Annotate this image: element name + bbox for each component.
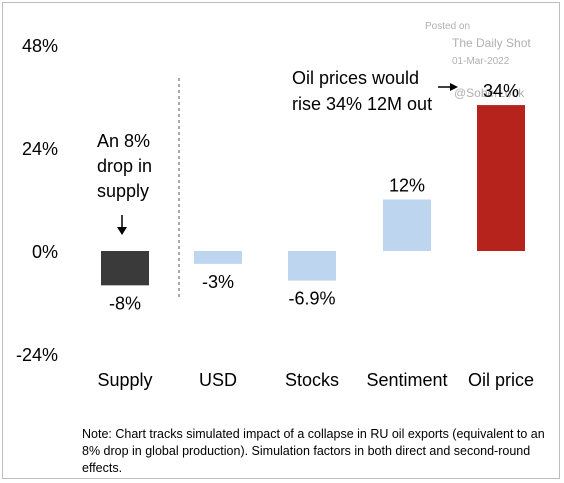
watermark-posted: Posted on (425, 21, 470, 32)
data-label: -3% (202, 272, 234, 292)
x-tick-label: USD (199, 370, 237, 390)
y-tick-label: 48% (22, 36, 58, 56)
data-labels-group: -8% -3% -6.9% 12% 34% (109, 81, 519, 313)
bar-sentiment (383, 199, 431, 251)
y-tick-label: -24% (16, 345, 58, 365)
supply-annotation-line: supply (97, 181, 149, 201)
data-label: -6.9% (288, 289, 335, 309)
watermark-source: The Daily Shot (452, 36, 531, 50)
supply-annotation-line: An 8% (97, 131, 150, 151)
bar-supply (101, 251, 149, 286)
watermark-handle: @SoberLook (454, 86, 525, 100)
chart-note: Note: Chart tracks simulated impact of a… (82, 427, 545, 475)
data-label: 34% (483, 81, 519, 101)
y-tick-label: 24% (22, 139, 58, 159)
bar-oil-price (477, 105, 525, 251)
oil-annotation-line: rise 34% 12M out (292, 94, 432, 114)
bar-stocks (288, 251, 336, 281)
x-tick-label: Stocks (285, 370, 339, 390)
bars-group (101, 105, 525, 286)
x-tick-label: Sentiment (366, 370, 447, 390)
data-label: -8% (109, 293, 141, 313)
oil-annotation-line: Oil prices would (292, 68, 419, 88)
data-label: 12% (389, 176, 425, 196)
y-tick-label: 0% (32, 242, 58, 262)
x-tick-label: Oil price (468, 370, 534, 390)
x-labels-group: Supply USD Stocks Sentiment Oil price (97, 370, 534, 390)
x-tick-label: Supply (97, 370, 152, 390)
chart-frame (2, 2, 560, 479)
bar-usd (194, 251, 242, 264)
watermark-date: 01-Mar-2022 (452, 56, 510, 67)
right-arrow-icon (438, 83, 458, 91)
down-arrow-icon (117, 215, 127, 235)
supply-annotation-line: drop in (97, 156, 152, 176)
